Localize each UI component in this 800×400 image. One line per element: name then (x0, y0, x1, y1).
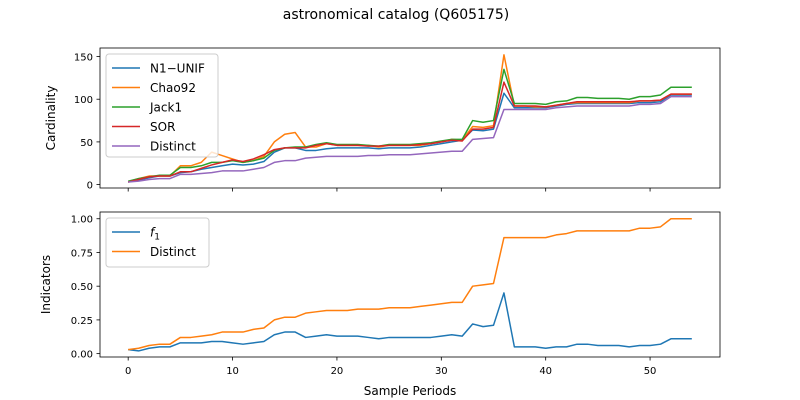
cardinality-panel: 0 50 100 150 Cardinality N1−UNIF Chao92 Jack1 SO… (44, 47, 721, 192)
axes-frame (99, 47, 721, 189)
series-line-sor (128, 81, 692, 183)
x-tick-label: 40 (539, 366, 552, 377)
indicators-panel: 0 10 20 30 40 50 0.00 0.25 0.50 0.75 1.00 Indicator… (39, 211, 721, 377)
legend-label: N1−UNIF (150, 62, 205, 76)
x-tick-label: 20 (331, 366, 344, 377)
figure-title: astronomical catalog (Q605175) (283, 7, 509, 23)
legend: N1−UNIF Chao92 Jack1 SOR Distinct (105, 53, 219, 158)
y-tick-label: 100 (74, 95, 93, 106)
x-axis-label: Sample Periods (364, 384, 456, 398)
y-tick-label: 0.50 (71, 282, 93, 293)
x-tick-label: 10 (226, 366, 239, 377)
series-line-n1-unif (128, 92, 692, 183)
y-axis-label: Indicators (39, 255, 53, 314)
legend-label: SOR (150, 120, 175, 134)
legend-label: Jack1 (149, 101, 182, 115)
legend-box (105, 53, 219, 158)
x-tick-label: 50 (644, 366, 657, 377)
series-line-distinct (128, 95, 692, 183)
legend-label: Distinct (150, 140, 196, 154)
legend-box (105, 217, 210, 268)
legend: f1 Distinct (105, 217, 210, 268)
y-tick-label: 0.25 (71, 316, 93, 327)
y-axis-label: Cardinality (44, 86, 58, 151)
legend-label: Chao92 (150, 81, 196, 95)
y-tick-label: 0 (87, 181, 93, 192)
legend-label: Distinct (150, 245, 196, 259)
x-tick-label: 30 (435, 366, 448, 377)
legend-label: f1 (150, 226, 160, 243)
series-line-distinct (128, 217, 692, 351)
axes-frame (99, 211, 721, 358)
y-tick-label: 1.00 (71, 215, 93, 226)
y-tick-label: 150 (74, 53, 93, 64)
y-tick-label: 0.00 (71, 350, 93, 361)
y-tick-label: 50 (80, 138, 93, 149)
series-line-f1 (128, 292, 692, 352)
x-tick-label: 0 (125, 366, 131, 377)
y-tick-label: 0.75 (71, 248, 93, 259)
